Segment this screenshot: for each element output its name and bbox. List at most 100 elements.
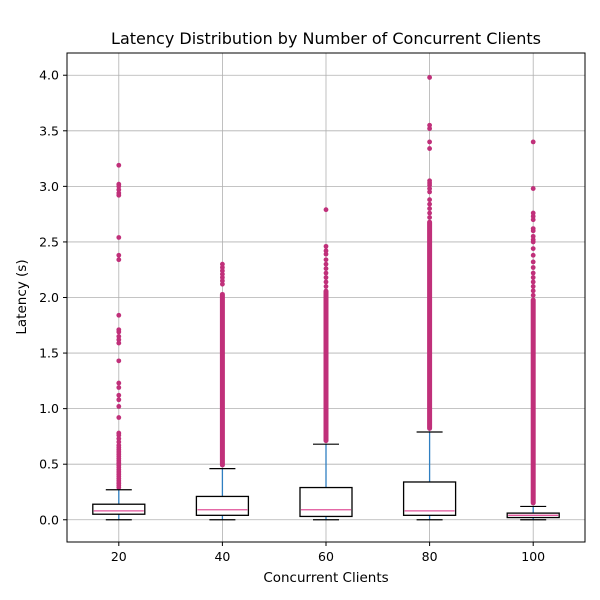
outlier-point bbox=[116, 397, 122, 403]
outlier-point bbox=[530, 237, 536, 243]
outlier-point bbox=[116, 442, 122, 448]
outlier-point bbox=[116, 415, 122, 420]
outlier-point bbox=[530, 233, 536, 239]
outlier-point bbox=[323, 275, 329, 280]
outlier-point bbox=[427, 201, 432, 207]
outlier-point bbox=[530, 288, 536, 294]
outlier-point bbox=[530, 186, 536, 191]
x-axis-label: Concurrent Clients bbox=[263, 570, 388, 586]
outlier-point bbox=[116, 187, 122, 193]
outlier-point bbox=[530, 283, 536, 289]
y-tick-label: 1.0 bbox=[39, 401, 59, 416]
outlier-band bbox=[427, 219, 433, 431]
box-20 bbox=[92, 162, 146, 521]
outlier-point bbox=[116, 190, 122, 196]
x-axis: 20 40 60 80 100 bbox=[111, 542, 545, 564]
outlier-point bbox=[427, 186, 432, 191]
outlier-point bbox=[530, 213, 536, 219]
outlier-point bbox=[116, 358, 122, 364]
outlier-point bbox=[323, 270, 329, 276]
outlier-point bbox=[530, 139, 536, 145]
x-tick-label: 60 bbox=[318, 549, 334, 564]
y-tick-label: 2.0 bbox=[39, 290, 59, 305]
outlier-point bbox=[530, 275, 536, 280]
outlier-point bbox=[427, 126, 432, 131]
outlier-point bbox=[116, 235, 122, 240]
outlier-point bbox=[323, 279, 329, 285]
outlier-point bbox=[323, 207, 329, 213]
outlier-point bbox=[220, 278, 225, 284]
outlier-point bbox=[116, 385, 122, 390]
outlier-point bbox=[323, 261, 329, 267]
box-80 bbox=[402, 75, 457, 521]
y-tick-label: 3.0 bbox=[39, 179, 59, 194]
outlier-point bbox=[530, 252, 536, 258]
box-100 bbox=[506, 139, 560, 521]
plot-area bbox=[92, 75, 560, 521]
outlier-point bbox=[116, 337, 122, 343]
outlier-point bbox=[323, 248, 329, 254]
outlier-band bbox=[323, 288, 329, 444]
y-tick-label: 0.5 bbox=[39, 457, 59, 472]
outlier-point bbox=[530, 292, 536, 298]
outlier-point bbox=[116, 436, 122, 442]
outlier-point bbox=[323, 257, 329, 263]
x-tick-label: 40 bbox=[214, 549, 230, 564]
outlier-point bbox=[116, 252, 122, 258]
outlier-band bbox=[530, 297, 536, 506]
outlier-point bbox=[116, 404, 122, 409]
outlier-point bbox=[530, 270, 536, 276]
outlier-point bbox=[116, 380, 122, 386]
outlier-point bbox=[220, 281, 225, 287]
outlier-point bbox=[116, 312, 122, 318]
y-tick-label: 2.5 bbox=[39, 234, 59, 249]
outlier-point bbox=[427, 210, 432, 216]
outlier-point bbox=[427, 197, 432, 203]
outlier-point bbox=[116, 162, 122, 168]
iqr-box bbox=[299, 486, 353, 518]
outlier-point bbox=[530, 265, 536, 270]
outlier-point bbox=[220, 265, 225, 270]
outlier-point bbox=[116, 340, 122, 346]
outlier-point bbox=[427, 189, 432, 195]
iqr-box bbox=[92, 503, 146, 515]
outlier-point bbox=[220, 261, 225, 267]
outlier-point bbox=[220, 275, 225, 280]
outlier-band bbox=[219, 291, 225, 468]
outlier-point bbox=[427, 122, 432, 128]
box-40 bbox=[195, 261, 250, 521]
outlier-point bbox=[427, 146, 432, 151]
outlier-point bbox=[530, 259, 536, 265]
outlier-point bbox=[427, 139, 432, 145]
iqr-box bbox=[402, 481, 457, 516]
outlier-point bbox=[427, 75, 432, 80]
outlier-point bbox=[220, 268, 225, 274]
outlier-point bbox=[323, 266, 329, 272]
outlier-point bbox=[323, 283, 329, 289]
y-tick-label: 0.0 bbox=[39, 512, 59, 527]
y-tick-label: 4.0 bbox=[39, 68, 59, 83]
outlier-point bbox=[323, 251, 329, 257]
y-tick-label: 1.5 bbox=[39, 346, 59, 361]
outlier-point bbox=[116, 327, 122, 333]
y-tick-label: 3.5 bbox=[39, 123, 59, 138]
box-60 bbox=[299, 207, 353, 521]
outlier-point bbox=[116, 333, 122, 339]
x-tick-label: 20 bbox=[111, 549, 127, 564]
outlier-point bbox=[116, 392, 122, 398]
outlier-point bbox=[530, 217, 536, 223]
chart-title: Latency Distribution by Number of Concur… bbox=[111, 29, 541, 48]
outlier-point bbox=[116, 181, 122, 187]
outlier-point bbox=[116, 439, 122, 445]
outlier-point bbox=[530, 279, 536, 285]
x-tick-label: 80 bbox=[422, 549, 438, 564]
outlier-point bbox=[427, 206, 432, 211]
outlier-point bbox=[116, 257, 122, 263]
y-axis: 0.0 0.5 1.0 1.5 2.0 2.5 3.0 3.5 4.0 bbox=[39, 68, 67, 527]
outlier-point bbox=[530, 246, 536, 252]
outlier-point bbox=[220, 271, 225, 277]
outlier-point bbox=[427, 215, 432, 220]
y-axis-label: Latency (s) bbox=[14, 259, 30, 334]
outlier-point bbox=[323, 243, 329, 249]
